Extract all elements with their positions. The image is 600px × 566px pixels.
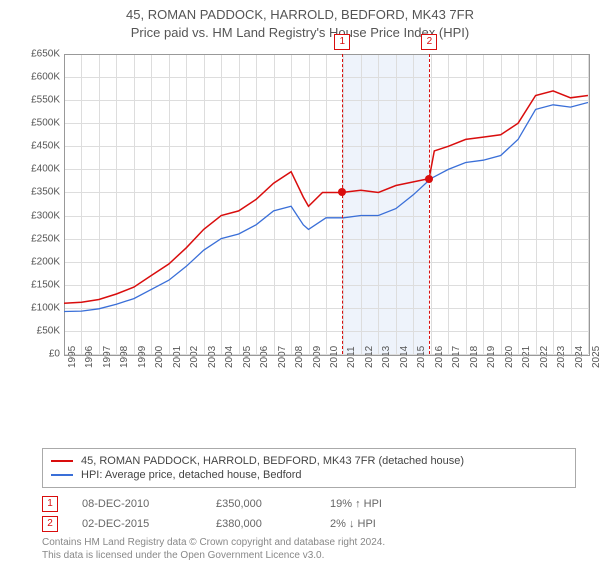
y-tick-label: £400K bbox=[12, 164, 60, 175]
y-tick-label: £200K bbox=[12, 256, 60, 267]
legend-swatch bbox=[51, 460, 73, 462]
y-tick-label: £100K bbox=[12, 302, 60, 313]
chart-container: 45, ROMAN PADDOCK, HARROLD, BEDFORD, MK4… bbox=[0, 6, 600, 566]
footer-line2: This data is licensed under the Open Gov… bbox=[42, 549, 385, 562]
series-line bbox=[64, 91, 588, 303]
legend-label: 45, ROMAN PADDOCK, HARROLD, BEDFORD, MK4… bbox=[81, 455, 464, 467]
transaction-row: 2 02-DEC-2015 £380,000 2% ↓ HPI bbox=[42, 516, 376, 532]
marker-dot bbox=[425, 175, 433, 183]
transaction-marker: 1 bbox=[42, 496, 58, 512]
transaction-price: £380,000 bbox=[216, 518, 306, 530]
marker-dot bbox=[338, 188, 346, 196]
y-tick-label: £500K bbox=[12, 118, 60, 129]
y-tick-label: £450K bbox=[12, 141, 60, 152]
transaction-price: £350,000 bbox=[216, 498, 306, 510]
footer-text: Contains HM Land Registry data © Crown c… bbox=[42, 536, 385, 562]
y-tick-label: £550K bbox=[12, 95, 60, 106]
legend-label: HPI: Average price, detached house, Bedf… bbox=[81, 469, 302, 481]
transaction-delta: 2% ↓ HPI bbox=[330, 518, 376, 530]
transaction-date: 08-DEC-2010 bbox=[82, 498, 192, 510]
legend-item: 45, ROMAN PADDOCK, HARROLD, BEDFORD, MK4… bbox=[51, 455, 567, 467]
y-tick-label: £0 bbox=[12, 349, 60, 360]
marker-label: 2 bbox=[421, 34, 437, 50]
y-tick-label: £650K bbox=[12, 49, 60, 60]
y-tick-label: £150K bbox=[12, 279, 60, 290]
legend-item: HPI: Average price, detached house, Bedf… bbox=[51, 469, 567, 481]
x-tick-label: 2025 bbox=[591, 346, 600, 368]
y-tick-label: £300K bbox=[12, 210, 60, 221]
marker-line bbox=[429, 54, 430, 354]
marker-line bbox=[342, 54, 343, 354]
transaction-date: 02-DEC-2015 bbox=[82, 518, 192, 530]
transaction-row: 1 08-DEC-2010 £350,000 19% ↑ HPI bbox=[42, 496, 382, 512]
marker-label: 1 bbox=[334, 34, 350, 50]
line-chart: £0 £50K £100K £150K £200K £250K £300K £350K £400… bbox=[8, 54, 592, 394]
chart-title: 45, ROMAN PADDOCK, HARROLD, BEDFORD, MK4… bbox=[0, 6, 600, 42]
title-line2: Price paid vs. HM Land Registry's House … bbox=[0, 24, 600, 42]
y-tick-label: £50K bbox=[12, 325, 60, 336]
legend-swatch bbox=[51, 474, 73, 476]
series-svg bbox=[64, 54, 588, 354]
transaction-delta: 19% ↑ HPI bbox=[330, 498, 382, 510]
footer-line1: Contains HM Land Registry data © Crown c… bbox=[42, 536, 385, 549]
legend: 45, ROMAN PADDOCK, HARROLD, BEDFORD, MK4… bbox=[42, 448, 576, 488]
series-line bbox=[64, 103, 588, 312]
transaction-marker: 2 bbox=[42, 516, 58, 532]
y-tick-label: £600K bbox=[12, 72, 60, 83]
title-line1: 45, ROMAN PADDOCK, HARROLD, BEDFORD, MK4… bbox=[0, 6, 600, 24]
y-tick-label: £350K bbox=[12, 187, 60, 198]
y-tick-label: £250K bbox=[12, 233, 60, 244]
